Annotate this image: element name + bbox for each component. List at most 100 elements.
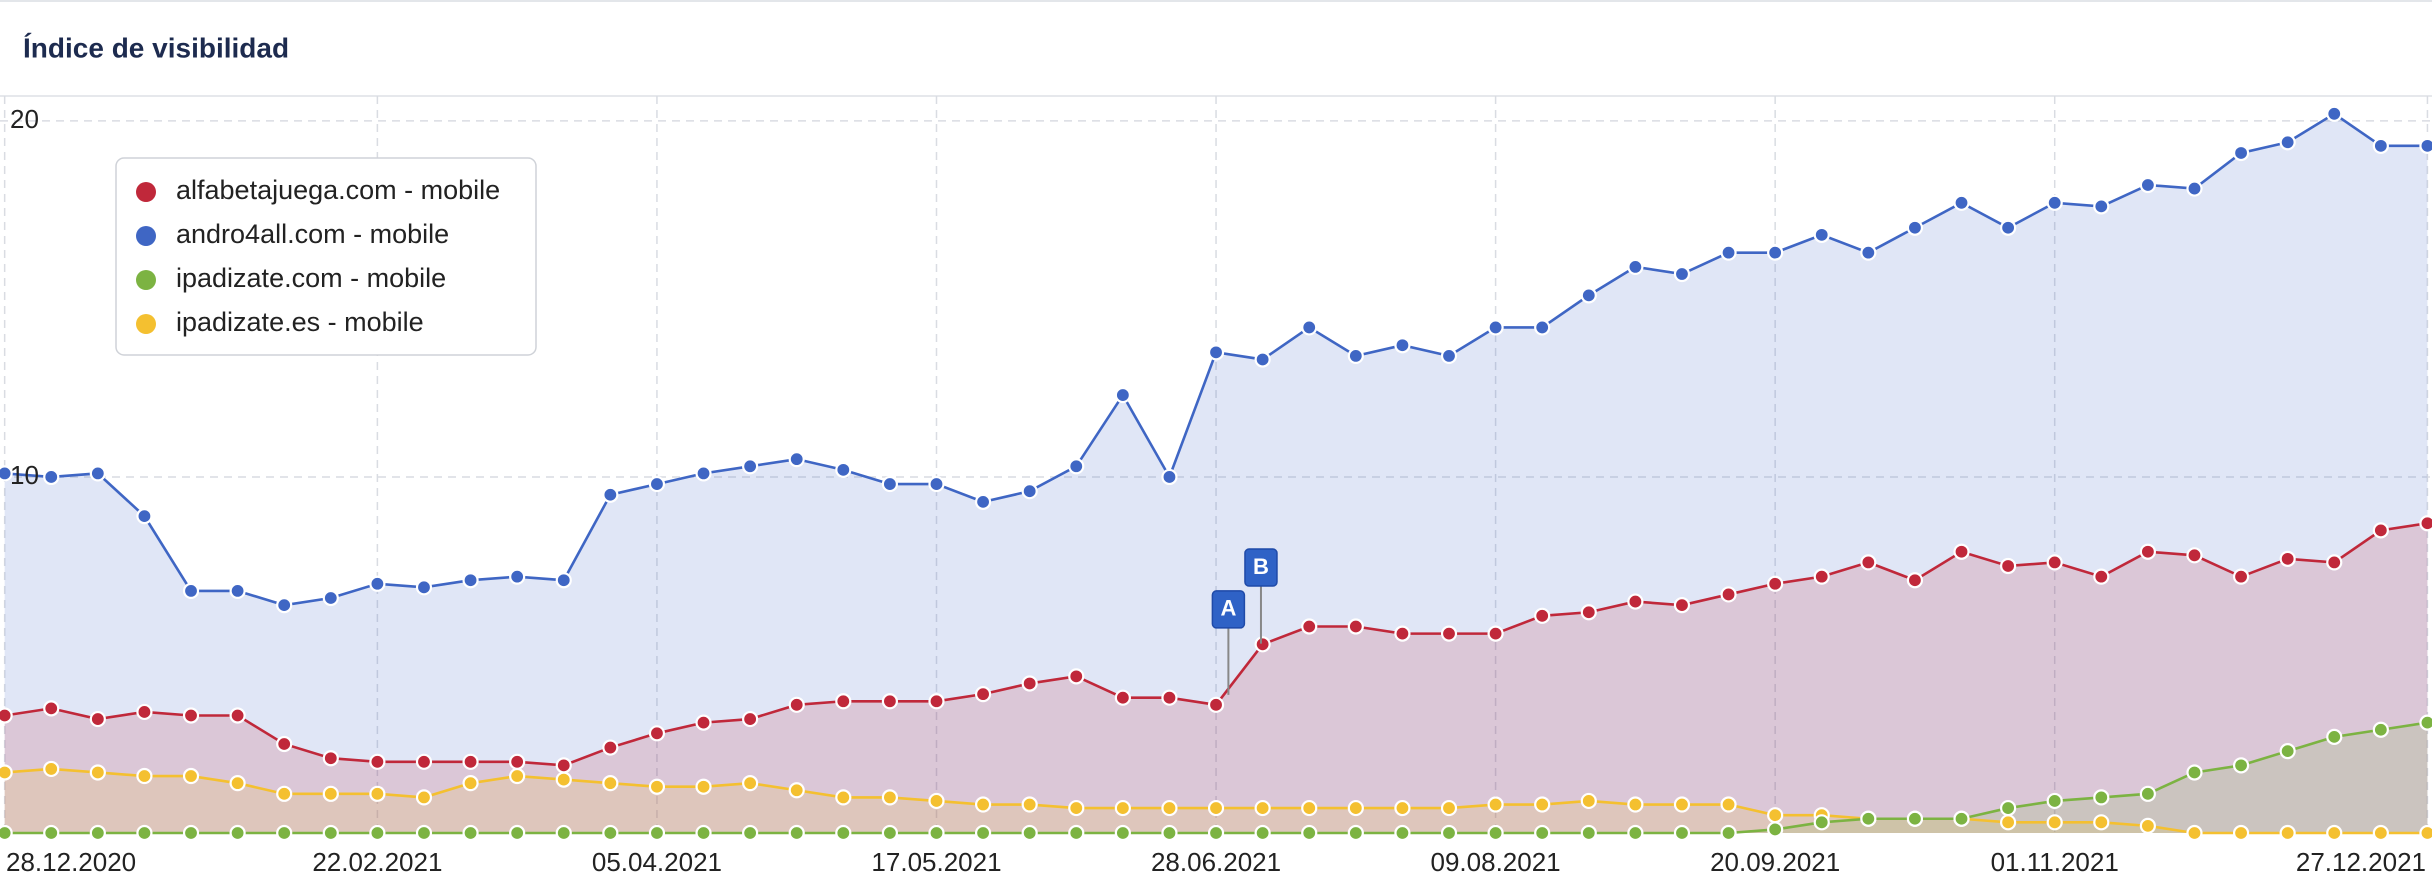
point <box>695 778 712 795</box>
point <box>1534 796 1551 813</box>
point <box>1161 468 1178 486</box>
point <box>928 824 945 842</box>
point <box>2419 515 2432 532</box>
point <box>2372 721 2389 738</box>
point <box>276 824 293 842</box>
point <box>2419 137 2432 154</box>
point <box>2139 176 2156 194</box>
point <box>0 824 13 842</box>
point <box>555 824 572 842</box>
point <box>89 824 106 842</box>
point <box>1487 796 1504 813</box>
x-tick-label: 20.09.2021 <box>1710 847 1840 877</box>
ticks: 10 20 28.12.2020 22.02.2021 05.04.2021 17.05.… <box>6 104 2426 877</box>
point <box>276 735 293 753</box>
point <box>835 789 852 806</box>
legend-swatch <box>136 314 156 334</box>
point <box>1860 810 1877 827</box>
point <box>1114 386 1131 404</box>
point <box>648 725 666 742</box>
point <box>1720 824 1737 842</box>
point <box>2139 785 2156 802</box>
point <box>1767 807 1784 824</box>
chart-title: Índice de visibilidad <box>23 32 289 63</box>
point <box>89 764 106 781</box>
point <box>1440 347 1458 365</box>
point <box>1440 824 1458 842</box>
point <box>2232 144 2250 162</box>
point <box>462 753 479 770</box>
annotation-flag <box>1244 548 1278 587</box>
point <box>136 767 153 785</box>
point <box>1580 287 1597 304</box>
point <box>1813 568 1830 585</box>
point <box>276 785 293 802</box>
legend: alfabetajuega.com - mobile andro4all.com … <box>115 157 537 356</box>
point <box>2232 757 2250 774</box>
y-tick-label: 20 <box>10 104 39 134</box>
point <box>1068 799 1085 817</box>
point <box>1021 675 1038 692</box>
point <box>1487 319 1504 336</box>
point <box>369 785 386 802</box>
point <box>1161 824 1178 842</box>
point <box>2326 105 2343 122</box>
point <box>1068 824 1085 842</box>
point <box>322 785 339 802</box>
point <box>2093 789 2110 806</box>
point <box>695 714 712 731</box>
area <box>4 113 2428 833</box>
point <box>742 824 759 842</box>
point <box>1813 814 1830 831</box>
point <box>2186 180 2203 197</box>
point <box>742 458 759 475</box>
point <box>415 579 433 596</box>
point <box>1301 799 1318 817</box>
point <box>2279 743 2296 760</box>
point <box>2000 557 2017 575</box>
point <box>1301 824 1318 842</box>
point <box>509 568 526 585</box>
point <box>1953 810 1970 827</box>
point <box>1767 821 1784 838</box>
point <box>229 824 246 842</box>
point <box>1347 799 1364 817</box>
point <box>2372 824 2389 842</box>
point <box>648 475 666 493</box>
point <box>1161 799 1178 817</box>
point <box>2000 219 2017 236</box>
point <box>1627 593 1644 610</box>
point <box>43 468 60 486</box>
y-tick-label: 10 <box>10 460 39 490</box>
legend-label: ipadizate.es - mobile <box>176 307 424 337</box>
point <box>2139 817 2156 834</box>
point <box>0 764 13 781</box>
point <box>835 824 852 842</box>
point <box>2139 543 2156 560</box>
legend-swatch <box>136 270 156 290</box>
point <box>2046 792 2063 810</box>
point <box>974 824 992 842</box>
point <box>2000 799 2017 817</box>
point <box>648 778 666 795</box>
point <box>1487 824 1504 842</box>
point <box>462 824 479 842</box>
point <box>462 775 479 792</box>
point <box>322 750 339 767</box>
point <box>1953 194 1970 211</box>
point <box>229 707 246 724</box>
point <box>1767 575 1784 592</box>
annotation-label: B <box>1253 554 1269 579</box>
point <box>1440 625 1458 642</box>
point <box>415 824 433 842</box>
point <box>2186 547 2203 564</box>
point <box>1068 458 1085 475</box>
point <box>1114 799 1131 817</box>
point <box>2372 137 2389 154</box>
legend-swatch <box>136 182 156 202</box>
point <box>555 757 572 774</box>
point <box>1860 554 1877 571</box>
point <box>1161 689 1178 706</box>
x-tick-label: 17.05.2021 <box>871 847 1001 877</box>
point <box>509 767 526 785</box>
